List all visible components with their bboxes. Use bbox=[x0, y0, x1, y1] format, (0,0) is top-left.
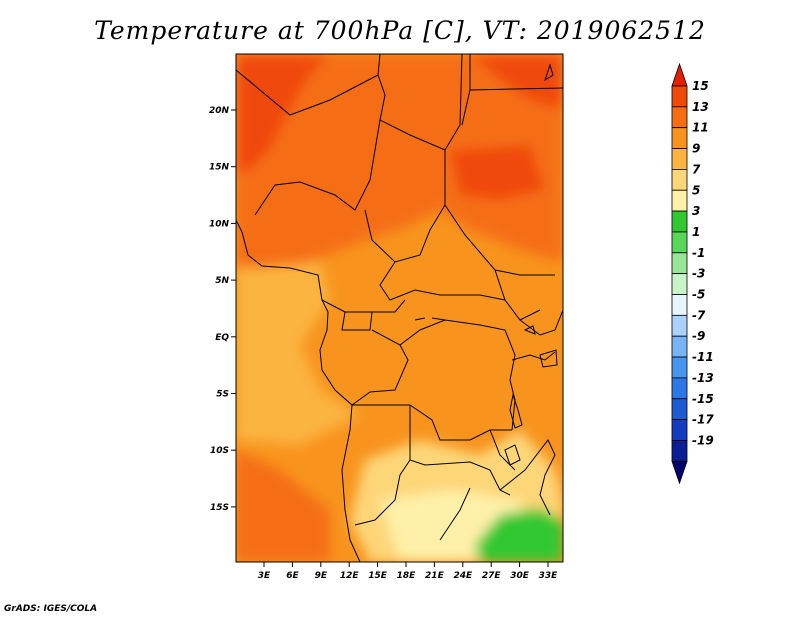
map-frame bbox=[235, 53, 564, 563]
colorbar-label: -13 bbox=[692, 371, 714, 385]
longitude-axis: 3E 6E 9E 12E 15E 18E 21E 24E 27E 30E 33E bbox=[258, 562, 558, 581]
colorbar-label: -17 bbox=[692, 413, 714, 427]
lat-tick-label: 10S bbox=[210, 446, 229, 456]
colorbar-swatch bbox=[671, 189, 688, 212]
lon-tick-label: 27E bbox=[482, 571, 502, 581]
colorbar-label: 11 bbox=[692, 121, 709, 135]
colorbar-label: 13 bbox=[692, 100, 709, 114]
colorbar-swatch bbox=[671, 335, 688, 358]
lat-tick-label: 15N bbox=[209, 163, 230, 173]
colorbar-swatch bbox=[671, 419, 688, 441]
colorbar-swatch bbox=[671, 168, 688, 191]
colorbar-swatch bbox=[671, 252, 688, 275]
lon-tick-label: 21E bbox=[425, 571, 445, 581]
lat-tick-label: 10N bbox=[209, 219, 230, 229]
colorbar-swatch bbox=[671, 231, 688, 254]
lat-tick-label: 5S bbox=[216, 390, 229, 400]
lon-tick-label: 12E bbox=[340, 571, 360, 581]
lon-tick-label: 15E bbox=[368, 571, 388, 581]
lon-tick-label: 3E bbox=[258, 571, 271, 581]
map-title: Temperature at 700hPa [C], VT: 201906251… bbox=[94, 16, 706, 45]
colorbar-swatch bbox=[671, 356, 688, 379]
colorbar: 15 13 11 9 7 5 3 1 -1 -3 -5 -7 -9 -11 -13 -15 -17 -19 bbox=[671, 62, 714, 485]
colorbar-label: 7 bbox=[692, 162, 701, 176]
colorbar-swatch bbox=[671, 127, 688, 149]
lon-tick-label: 30E bbox=[510, 571, 530, 581]
colorbar-swatch bbox=[671, 377, 688, 400]
colorbar-label: -1 bbox=[692, 246, 705, 260]
colorbar-label: -5 bbox=[692, 288, 705, 302]
colorbar-label: 1 bbox=[692, 225, 700, 239]
grads-credit: GrADS: IGES/COLA bbox=[4, 604, 98, 614]
lon-tick-label: 33E bbox=[539, 571, 559, 581]
lon-tick-label: 18E bbox=[397, 571, 417, 581]
colorbar-label: -9 bbox=[692, 329, 705, 343]
colorbar-swatch bbox=[671, 314, 688, 337]
colorbar-label: -19 bbox=[692, 433, 714, 447]
colorbar-label: 9 bbox=[692, 142, 700, 156]
colorbar-swatch bbox=[671, 148, 688, 170]
colorbar-swatch bbox=[671, 440, 688, 462]
lon-tick-label: 24E bbox=[453, 571, 473, 581]
colorbar-top-arrow bbox=[671, 62, 688, 87]
colorbar-label: 3 bbox=[692, 204, 700, 218]
temperature-field bbox=[236, 54, 563, 562]
colorbar-swatch bbox=[671, 398, 688, 421]
colorbar-label: 5 bbox=[692, 183, 700, 197]
colorbar-swatch bbox=[671, 273, 688, 295]
colorbar-swatch bbox=[671, 294, 688, 316]
latitude-axis: 20N 15N 10N 5N EQ 5S 10S 15S bbox=[209, 106, 236, 513]
colorbar-label: 15 bbox=[692, 79, 709, 93]
colorbar-label: -11 bbox=[692, 350, 714, 364]
lat-tick-label: 15S bbox=[210, 503, 229, 513]
lat-tick-label: 20N bbox=[209, 106, 230, 116]
colorbar-label: -3 bbox=[692, 267, 705, 281]
colorbar-swatch bbox=[671, 106, 688, 129]
colorbar-label: -7 bbox=[692, 308, 706, 322]
country-borders bbox=[236, 54, 563, 562]
lat-tick-label: 5N bbox=[215, 276, 229, 286]
colorbar-swatch bbox=[671, 85, 688, 108]
lat-tick-label: EQ bbox=[215, 333, 229, 343]
lon-tick-label: 6E bbox=[286, 571, 299, 581]
colorbar-label: -15 bbox=[692, 392, 714, 406]
colorbar-swatch bbox=[671, 210, 688, 233]
colorbar-bottom-arrow bbox=[671, 460, 688, 485]
lon-tick-label: 9E bbox=[315, 571, 328, 581]
